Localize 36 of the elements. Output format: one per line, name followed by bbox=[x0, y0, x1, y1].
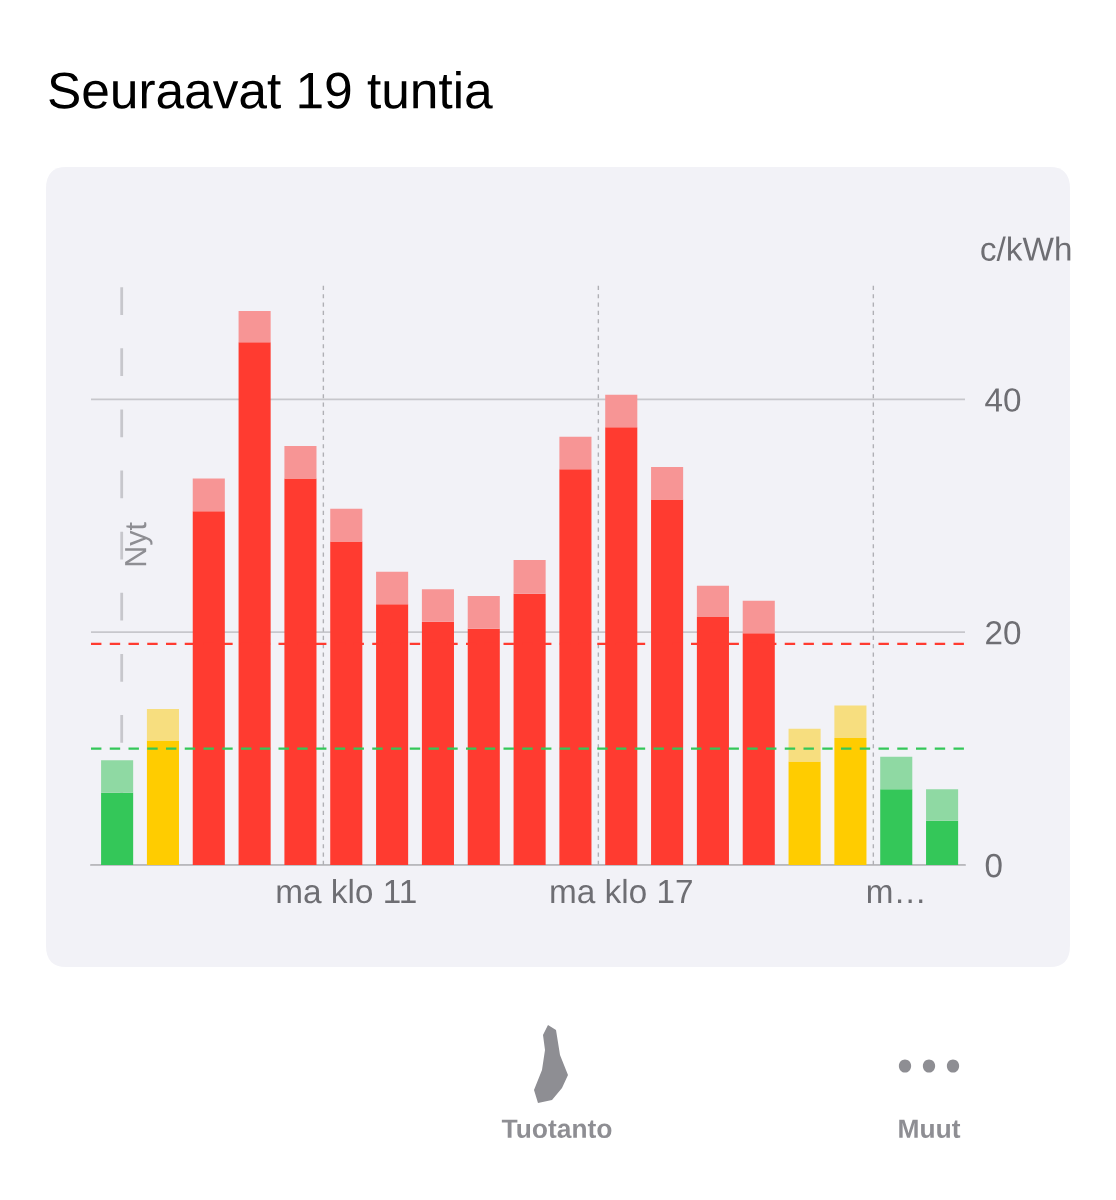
bar bbox=[880, 756, 913, 790]
bar bbox=[421, 589, 454, 622]
y-tick-label: 20 bbox=[986, 621, 1021, 645]
bar bbox=[696, 585, 729, 618]
bar bbox=[467, 596, 500, 629]
bar bbox=[192, 478, 225, 512]
bar bbox=[926, 820, 959, 865]
bar bbox=[146, 709, 179, 741]
bar bbox=[146, 740, 179, 865]
x-tick-label: ma klo 11 bbox=[277, 878, 416, 904]
text: Muut bbox=[899, 1119, 961, 1139]
y-tick-label: 40 bbox=[985, 388, 1021, 412]
chart-title: Seuraavat 19 tuntia bbox=[49, 71, 493, 109]
bar bbox=[834, 738, 867, 865]
text: Tuotanto bbox=[501, 1119, 612, 1139]
y-axis-title: c/kWh bbox=[981, 236, 1071, 261]
bar bbox=[284, 445, 317, 479]
bar bbox=[834, 705, 867, 739]
bar bbox=[376, 571, 409, 605]
bar bbox=[788, 761, 821, 865]
y-tick-label: 0 bbox=[985, 853, 1002, 878]
annotation: Nyt bbox=[125, 522, 153, 566]
bar bbox=[238, 310, 271, 343]
bar bbox=[101, 760, 134, 793]
bar bbox=[651, 466, 684, 500]
bar bbox=[513, 560, 546, 594]
x-tick-label: m… bbox=[867, 885, 923, 904]
bar bbox=[788, 728, 821, 762]
bar bbox=[330, 508, 363, 542]
bar bbox=[559, 436, 592, 470]
bar bbox=[742, 600, 775, 634]
bar bbox=[605, 394, 638, 428]
x-tick-label: ma klo 17 bbox=[551, 878, 692, 904]
bar bbox=[880, 789, 913, 865]
bar bbox=[926, 789, 959, 821]
bar bbox=[101, 792, 134, 865]
